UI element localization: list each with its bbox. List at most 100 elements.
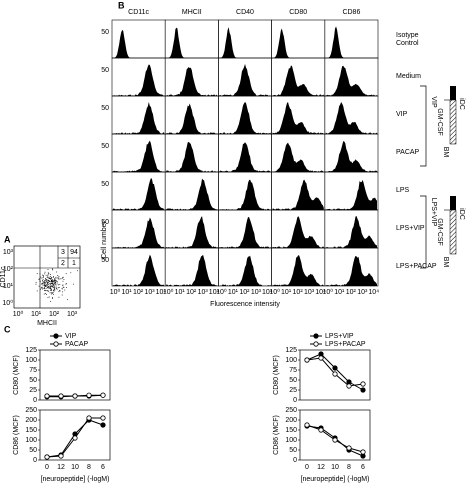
scatter-dot bbox=[58, 296, 60, 298]
x-tick-label: 8 bbox=[347, 464, 351, 471]
scatter-dot bbox=[53, 281, 55, 282]
column-header: MHCII bbox=[182, 9, 202, 16]
scatter-dot bbox=[41, 287, 43, 288]
scatter-dot bbox=[41, 277, 43, 279]
scatter-dot bbox=[50, 278, 52, 279]
scatter-dot bbox=[42, 285, 44, 287]
scatter-dot bbox=[41, 283, 42, 285]
column-header: CD80 bbox=[289, 9, 307, 16]
histogram-frame bbox=[111, 133, 166, 173]
scatter-dot bbox=[51, 292, 53, 294]
scatter-dot bbox=[50, 289, 52, 290]
scatter-dot bbox=[50, 274, 51, 275]
data-point bbox=[346, 383, 352, 389]
y-tick-label: 75 bbox=[289, 367, 297, 374]
scatter-dot bbox=[43, 281, 45, 282]
scatter-dot bbox=[46, 290, 48, 292]
data-point bbox=[86, 392, 92, 398]
x-tick-label: 12 bbox=[57, 464, 65, 471]
x-tick-label: 10 bbox=[71, 464, 79, 471]
scatter-dot bbox=[57, 275, 59, 276]
scatter-dot bbox=[53, 290, 55, 292]
quadrant-label: 3 bbox=[61, 249, 65, 256]
scatter-dot bbox=[52, 281, 54, 283]
data-point bbox=[360, 449, 366, 455]
legend-marker bbox=[313, 333, 319, 339]
quadrant-label: 1 bbox=[72, 260, 76, 267]
scatter-dot bbox=[45, 292, 47, 294]
scatter-dot bbox=[52, 283, 54, 285]
x-tick-label: 10¹ bbox=[121, 289, 132, 296]
scatter-dot bbox=[43, 288, 45, 289]
scatter-dot bbox=[57, 287, 59, 289]
y-axis-label: CD86 (MCF) bbox=[13, 415, 20, 455]
histogram bbox=[219, 102, 271, 134]
scatter-dot bbox=[42, 277, 44, 278]
scatter-dot bbox=[54, 281, 56, 283]
y-tick-label: 10¹ bbox=[3, 283, 14, 290]
scatter-dot bbox=[44, 281, 46, 283]
scatter-dot bbox=[49, 292, 51, 294]
y-tick-label: 10³ bbox=[3, 249, 14, 256]
legend-label: PACAP bbox=[65, 341, 89, 348]
x-tick-label: 10⁴ bbox=[368, 289, 379, 296]
scatter-dot bbox=[49, 277, 51, 279]
scatter-dot bbox=[47, 280, 49, 281]
scatter-dot bbox=[54, 278, 56, 280]
scatter-dot bbox=[55, 282, 56, 283]
scatter-dot bbox=[53, 288, 55, 290]
factor-label: GM-CSF bbox=[436, 218, 443, 246]
scatter-dot bbox=[46, 277, 48, 279]
scatter-dot bbox=[62, 280, 64, 282]
y-tick-label: 25 bbox=[29, 387, 37, 394]
x-tick-label: 10⁰ bbox=[269, 288, 280, 296]
bar-idc bbox=[450, 196, 456, 210]
scatter-dot bbox=[52, 297, 53, 298]
scatter-dot bbox=[54, 289, 56, 291]
x-tick-label: 10² bbox=[293, 289, 304, 296]
x-tick-label: 10¹ bbox=[334, 289, 345, 296]
x-tick-label: 10² bbox=[133, 289, 144, 296]
histogram bbox=[272, 142, 324, 172]
scatter-dot bbox=[53, 276, 54, 277]
x-tick-label: 10 bbox=[331, 464, 339, 471]
scatter-dot bbox=[44, 290, 46, 291]
histogram bbox=[166, 67, 218, 96]
scatter-dot bbox=[49, 286, 51, 287]
scatter-dot bbox=[45, 285, 46, 287]
column-header: CD86 bbox=[342, 9, 360, 16]
scatter-dot bbox=[55, 277, 57, 279]
scatter-dot bbox=[45, 274, 47, 276]
scatter-dot bbox=[47, 290, 49, 291]
scatter-dot bbox=[59, 290, 60, 291]
scatter-dot bbox=[45, 278, 47, 280]
x-tick-label: 10³ bbox=[144, 289, 155, 296]
scatter-dot bbox=[48, 286, 49, 288]
histogram bbox=[272, 102, 324, 134]
scatter-dot bbox=[44, 271, 46, 273]
scatter-dot bbox=[45, 287, 47, 289]
bracket bbox=[420, 195, 427, 269]
scatter-dot bbox=[44, 283, 46, 285]
data-point bbox=[58, 393, 64, 399]
histogram bbox=[325, 141, 377, 172]
scatter-dot bbox=[45, 280, 47, 281]
histogram bbox=[325, 65, 377, 96]
scatter-dot bbox=[51, 290, 53, 291]
scatter-dot bbox=[54, 287, 56, 289]
y-axis-label: CD80 (MCF) bbox=[273, 355, 280, 395]
histogram bbox=[272, 179, 324, 210]
scatter-dot bbox=[52, 269, 54, 271]
scatter-dot bbox=[45, 278, 47, 280]
bar-bm bbox=[449, 209, 457, 255]
scatter-dot bbox=[61, 288, 63, 290]
y-axis-label: Cell number bbox=[101, 220, 108, 258]
column-header: CD11c bbox=[128, 9, 149, 16]
scatter-dot bbox=[53, 290, 55, 292]
scatter-dot bbox=[54, 278, 55, 280]
histogram bbox=[166, 27, 218, 58]
scatter-dot bbox=[62, 284, 64, 286]
scatter-dot bbox=[46, 281, 48, 283]
